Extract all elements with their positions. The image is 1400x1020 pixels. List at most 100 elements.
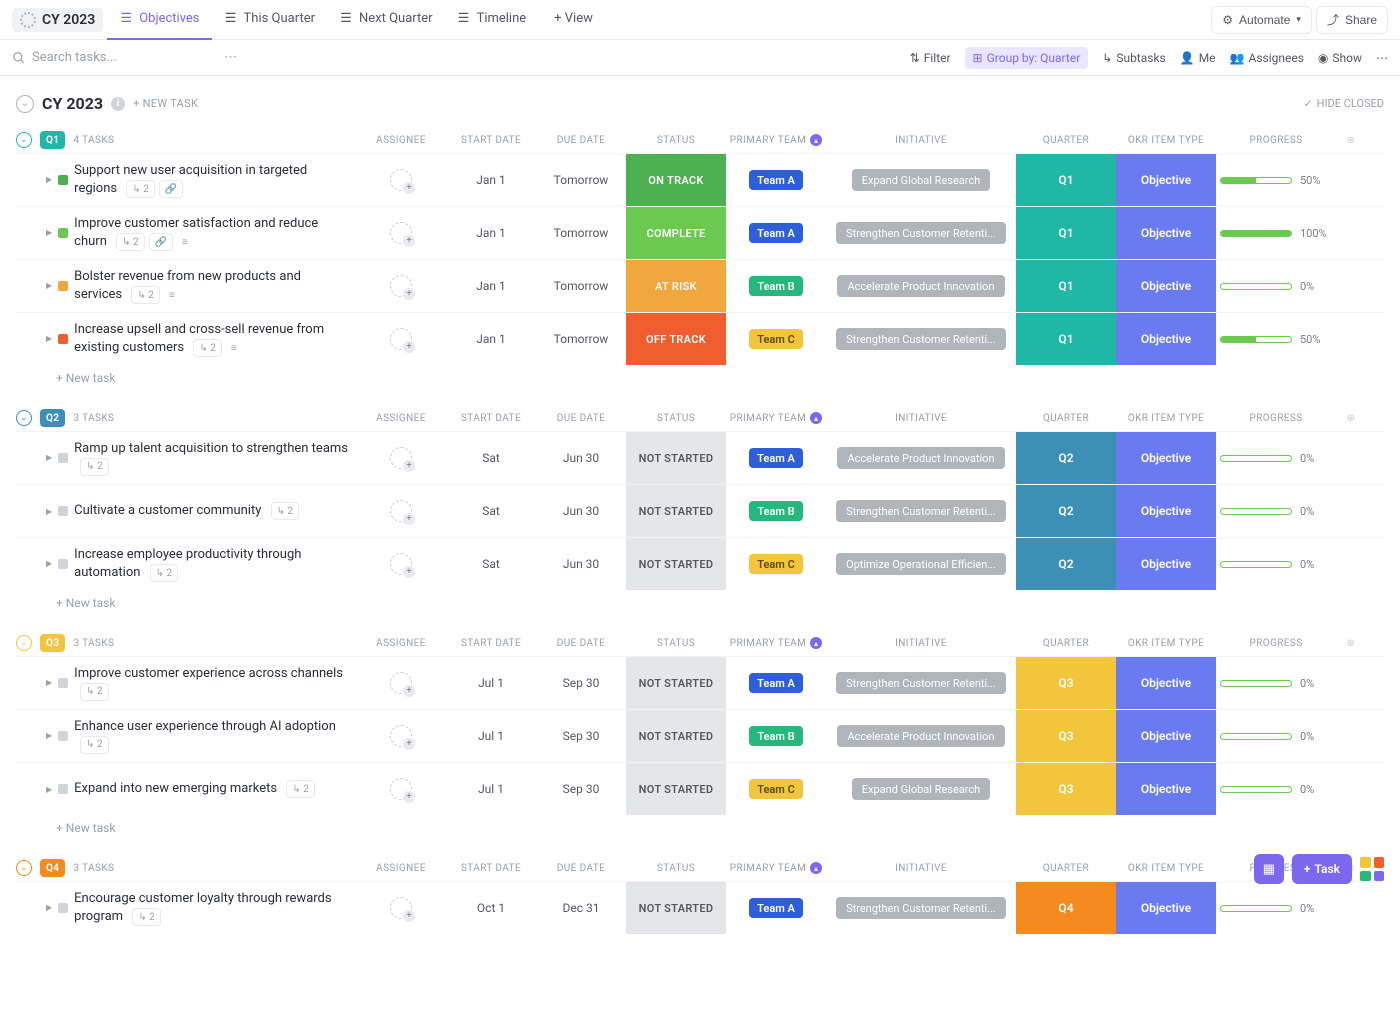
initiative-badge[interactable]: Strengthen Customer Retenti... bbox=[836, 672, 1006, 694]
expand-icon[interactable]: ▶ bbox=[46, 678, 52, 687]
okr-cell[interactable]: Objective bbox=[1116, 710, 1216, 762]
assignee-avatar[interactable] bbox=[390, 275, 412, 297]
due-date[interactable]: Jun 30 bbox=[536, 451, 626, 465]
add-column-icon[interactable]: ⊕ bbox=[1336, 413, 1366, 424]
show-button[interactable]: ◉Show bbox=[1318, 51, 1362, 65]
status-cell[interactable]: AT RISK bbox=[626, 260, 726, 312]
expand-icon[interactable]: ▶ bbox=[46, 785, 52, 794]
okr-cell[interactable]: Objective bbox=[1116, 538, 1216, 590]
progress-cell[interactable]: 0% bbox=[1216, 505, 1336, 518]
group-collapse-icon[interactable]: ⌄ bbox=[16, 132, 32, 148]
progress-cell[interactable]: 0% bbox=[1216, 280, 1336, 293]
team-badge[interactable]: Team A bbox=[749, 223, 803, 243]
expand-icon[interactable]: ▶ bbox=[46, 334, 52, 343]
start-date[interactable]: Jan 1 bbox=[446, 279, 536, 293]
subtask-count[interactable]: ↳ 2 bbox=[80, 736, 108, 754]
okr-cell[interactable]: Objective bbox=[1116, 207, 1216, 259]
okr-cell[interactable]: Objective bbox=[1116, 432, 1216, 484]
okr-cell[interactable]: Objective bbox=[1116, 260, 1216, 312]
expand-icon[interactable]: ▶ bbox=[46, 559, 52, 568]
start-date[interactable]: Jan 1 bbox=[446, 173, 536, 187]
start-date[interactable]: Sat bbox=[446, 557, 536, 571]
fab-task-button[interactable]: +Task bbox=[1292, 854, 1352, 884]
start-date[interactable]: Jul 1 bbox=[446, 729, 536, 743]
status-square[interactable] bbox=[58, 678, 68, 688]
assignee-avatar[interactable] bbox=[390, 778, 412, 800]
add-column-icon[interactable]: ⊕ bbox=[1336, 638, 1366, 649]
description-icon[interactable]: ≡ bbox=[164, 286, 180, 304]
subtask-count[interactable]: ↳ 2 bbox=[286, 780, 314, 798]
group-collapse-icon[interactable]: ⌄ bbox=[16, 860, 32, 876]
quarter-cell[interactable]: Q4 bbox=[1016, 882, 1116, 934]
status-cell[interactable]: NOT STARTED bbox=[626, 882, 726, 934]
due-date[interactable]: Dec 31 bbox=[536, 901, 626, 915]
initiative-badge[interactable]: Accelerate Product Innovation bbox=[837, 447, 1004, 469]
status-cell[interactable]: ON TRACK bbox=[626, 154, 726, 206]
quarter-cell[interactable]: Q3 bbox=[1016, 657, 1116, 709]
assignee-avatar[interactable] bbox=[390, 222, 412, 244]
assignees-button[interactable]: 👥Assignees bbox=[1230, 51, 1304, 65]
due-date[interactable]: Sep 30 bbox=[536, 676, 626, 690]
project-chip[interactable]: CY 2023 bbox=[12, 8, 103, 32]
status-square[interactable] bbox=[58, 228, 68, 238]
automate-button[interactable]: ⚙ Automate ▾ bbox=[1211, 6, 1312, 34]
quarter-cell[interactable]: Q1 bbox=[1016, 260, 1116, 312]
tab-objectives[interactable]: ☰Objectives bbox=[107, 0, 211, 40]
fab-note[interactable]: ▦ bbox=[1254, 854, 1284, 884]
group-by-chip[interactable]: ⊞Group by: Quarter bbox=[965, 47, 1089, 69]
status-cell[interactable]: NOT STARTED bbox=[626, 538, 726, 590]
task-name[interactable]: Bolster revenue from new products and se… bbox=[74, 269, 301, 302]
start-date[interactable]: Sat bbox=[446, 451, 536, 465]
start-date[interactable]: Jul 1 bbox=[446, 676, 536, 690]
status-cell[interactable]: NOT STARTED bbox=[626, 710, 726, 762]
description-icon[interactable]: ≡ bbox=[177, 233, 193, 251]
okr-cell[interactable]: Objective bbox=[1116, 882, 1216, 934]
progress-cell[interactable]: 0% bbox=[1216, 677, 1336, 690]
start-date[interactable]: Oct 1 bbox=[446, 901, 536, 915]
start-date[interactable]: Jan 1 bbox=[446, 332, 536, 346]
team-badge[interactable]: Team C bbox=[749, 329, 803, 349]
hide-closed[interactable]: ✓HIDE CLOSED bbox=[1303, 97, 1384, 110]
okr-cell[interactable]: Objective bbox=[1116, 485, 1216, 537]
due-date[interactable]: Sep 30 bbox=[536, 782, 626, 796]
task-row[interactable]: ▶ Expand into new emerging markets ↳ 2 J… bbox=[16, 762, 1384, 815]
link-icon[interactable]: 🔗 bbox=[149, 233, 173, 251]
subtask-count[interactable]: ↳ 2 bbox=[131, 286, 159, 304]
progress-cell[interactable]: 0% bbox=[1216, 902, 1336, 915]
search-input[interactable]: Search tasks... bbox=[12, 50, 212, 65]
new-task-row[interactable]: + New task bbox=[16, 590, 1384, 616]
due-date[interactable]: Jun 30 bbox=[536, 557, 626, 571]
status-square[interactable] bbox=[58, 175, 68, 185]
subtask-count[interactable]: ↳ 2 bbox=[116, 233, 144, 251]
start-date[interactable]: Sat bbox=[446, 504, 536, 518]
status-square[interactable] bbox=[58, 506, 68, 516]
subtask-count[interactable]: ↳ 2 bbox=[271, 502, 299, 520]
initiative-badge[interactable]: Accelerate Product Innovation bbox=[837, 275, 1004, 297]
status-cell[interactable]: NOT STARTED bbox=[626, 432, 726, 484]
initiative-badge[interactable]: Expand Global Research bbox=[852, 778, 990, 800]
filter-button[interactable]: ⇅Filter bbox=[910, 51, 951, 65]
progress-cell[interactable]: 0% bbox=[1216, 783, 1336, 796]
progress-cell[interactable]: 0% bbox=[1216, 730, 1336, 743]
task-row[interactable]: ▶ Cultivate a customer community ↳ 2 Sat… bbox=[16, 484, 1384, 537]
task-name[interactable]: Encourage customer loyalty through rewar… bbox=[74, 891, 331, 924]
due-date[interactable]: Jun 30 bbox=[536, 504, 626, 518]
okr-cell[interactable]: Objective bbox=[1116, 657, 1216, 709]
quarter-cell[interactable]: Q2 bbox=[1016, 432, 1116, 484]
initiative-badge[interactable]: Strengthen Customer Retenti... bbox=[836, 222, 1006, 244]
task-name[interactable]: Cultivate a customer community bbox=[74, 503, 261, 518]
team-badge[interactable]: Team A bbox=[749, 898, 803, 918]
due-date[interactable]: Tomorrow bbox=[536, 173, 626, 187]
initiative-badge[interactable]: Strengthen Customer Retenti... bbox=[836, 328, 1006, 350]
due-date[interactable]: Sep 30 bbox=[536, 729, 626, 743]
status-square[interactable] bbox=[58, 559, 68, 569]
assignee-avatar[interactable] bbox=[390, 897, 412, 919]
task-name[interactable]: Support new user acquisition in targeted… bbox=[74, 163, 307, 196]
more-icon[interactable]: ⋯ bbox=[224, 50, 237, 65]
status-square[interactable] bbox=[58, 731, 68, 741]
task-row[interactable]: ▶ Bolster revenue from new products and … bbox=[16, 259, 1384, 312]
status-square[interactable] bbox=[58, 453, 68, 463]
progress-cell[interactable]: 50% bbox=[1216, 174, 1336, 187]
tab-this-quarter[interactable]: ☰This Quarter bbox=[212, 0, 327, 40]
task-name[interactable]: Improve customer satisfaction and reduce… bbox=[74, 216, 318, 249]
